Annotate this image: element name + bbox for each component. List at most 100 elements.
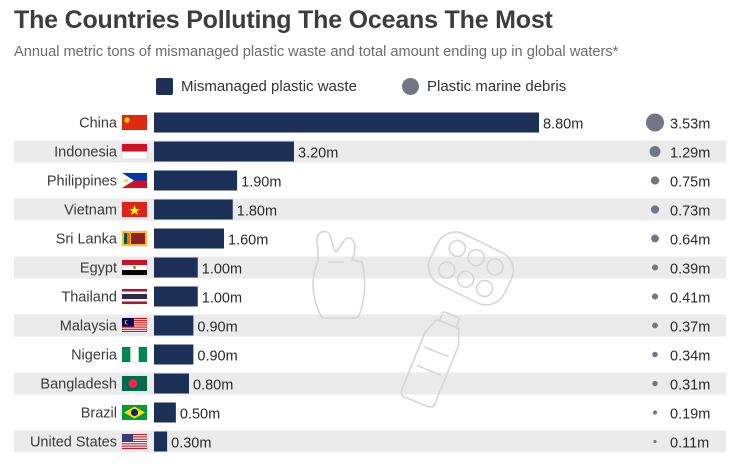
waste-value-label: 0.50m bbox=[180, 407, 220, 423]
chart-subtitle: Annual metric tons of mismanaged plastic… bbox=[14, 44, 619, 60]
six-pack-rings-icon bbox=[427, 231, 515, 306]
chart-row: United States 0.30m 0.11m bbox=[14, 430, 726, 453]
chart-row: Sri Lanka 1.60m 0.64m bbox=[56, 228, 710, 249]
legend: Mismanaged plastic waste Plastic marine … bbox=[0, 78, 740, 100]
waste-bar bbox=[154, 373, 189, 394]
philippines-flag-icon bbox=[121, 172, 148, 189]
vietnam-flag-icon bbox=[121, 201, 148, 218]
legend-label-dot: Plastic marine debris bbox=[427, 78, 567, 95]
debris-dot bbox=[652, 351, 658, 358]
malaysia-flag-icon bbox=[121, 317, 148, 334]
chart-rows: China 8.80m 3.53m Indonesia 3.20m 1.29m Philip… bbox=[14, 112, 726, 453]
waste-value-label: 1.00m bbox=[202, 291, 242, 307]
waste-value-label: 3.20m bbox=[298, 146, 338, 162]
country-label: China bbox=[79, 116, 118, 132]
country-label: Malaysia bbox=[60, 319, 118, 335]
usa-flag-icon bbox=[121, 433, 148, 450]
chart-title: The Countries Polluting The Oceans The M… bbox=[14, 6, 553, 34]
bangladesh-flag-icon bbox=[121, 375, 148, 392]
debris-value-label: 0.73m bbox=[670, 204, 710, 220]
row-shading bbox=[14, 198, 726, 221]
waste-bar bbox=[154, 431, 168, 452]
waste-value-label: 1.00m bbox=[202, 262, 242, 278]
plastic-bottle-icon bbox=[400, 311, 461, 408]
chart-row: Bangladesh 0.80m 0.31m bbox=[14, 372, 726, 395]
row-shading bbox=[14, 314, 726, 337]
country-label: United States bbox=[30, 435, 117, 451]
debris-value-label: 0.37m bbox=[670, 320, 710, 336]
debris-value-label: 0.64m bbox=[670, 233, 710, 249]
country-label: Nigeria bbox=[71, 348, 118, 364]
waste-bar bbox=[154, 228, 224, 249]
indonesia-flag-icon bbox=[121, 143, 148, 160]
waste-value-label: 1.80m bbox=[237, 204, 277, 220]
waste-bar bbox=[154, 315, 194, 336]
country-label: Sri Lanka bbox=[56, 232, 118, 248]
row-shading bbox=[14, 256, 726, 279]
egypt-flag-icon bbox=[121, 259, 148, 276]
debris-dot bbox=[653, 439, 657, 444]
waste-bar bbox=[154, 199, 233, 220]
chart-row: Thailand 1.00m 0.41m bbox=[61, 286, 710, 307]
chart-row: Nigeria 0.90m 0.34m bbox=[71, 344, 710, 365]
brazil-flag-icon bbox=[121, 404, 148, 421]
debris-value-label: 0.19m bbox=[670, 407, 710, 423]
debris-value-label: 0.31m bbox=[670, 378, 710, 394]
country-label: Indonesia bbox=[54, 145, 118, 161]
country-label: Egypt bbox=[80, 261, 117, 277]
waste-value-label: 0.80m bbox=[193, 378, 233, 394]
waste-value-label: 1.60m bbox=[228, 233, 268, 249]
debris-value-label: 0.75m bbox=[670, 175, 710, 191]
waste-value-label: 0.30m bbox=[171, 436, 211, 452]
waste-bar bbox=[154, 257, 198, 278]
row-shading bbox=[14, 430, 726, 453]
chart-row: Brazil 0.50m 0.19m bbox=[81, 402, 710, 423]
country-label: Thailand bbox=[61, 290, 117, 306]
debris-dot bbox=[651, 234, 659, 243]
waste-value-label: 1.90m bbox=[241, 175, 281, 191]
legend-item-bar: Mismanaged plastic waste bbox=[156, 78, 357, 95]
chart-row: Egypt 1.00m 0.39m bbox=[14, 256, 726, 279]
country-label: Bangladesh bbox=[40, 377, 117, 393]
debris-dot bbox=[649, 146, 661, 157]
legend-item-dot: Plastic marine debris bbox=[402, 78, 566, 95]
row-shading bbox=[14, 140, 726, 163]
waste-value-label: 0.90m bbox=[197, 349, 237, 365]
chart-row: Vietnam 1.80m 0.73m bbox=[14, 198, 726, 221]
legend-bar-swatch bbox=[156, 78, 173, 95]
debris-dot bbox=[652, 322, 658, 329]
chart-row: Indonesia 3.20m 1.29m bbox=[14, 140, 726, 163]
debris-value-label: 0.39m bbox=[670, 262, 710, 278]
debris-dot bbox=[652, 380, 658, 387]
plastic-bag-icon bbox=[312, 230, 366, 319]
debris-dot bbox=[650, 176, 660, 185]
row-shading bbox=[14, 372, 726, 395]
debris-dot bbox=[652, 410, 658, 415]
debris-dot bbox=[651, 293, 659, 300]
china-flag-icon bbox=[121, 114, 148, 131]
debris-value-label: 3.53m bbox=[670, 117, 710, 133]
country-label: Vietnam bbox=[64, 203, 117, 219]
waste-bar bbox=[154, 170, 238, 191]
debris-value-label: 0.41m bbox=[670, 291, 710, 307]
chart-row: Malaysia 0.90m 0.37m bbox=[14, 314, 726, 337]
debris-dot bbox=[646, 113, 664, 132]
chart-row: China 8.80m 3.53m bbox=[79, 112, 710, 133]
legend-dot-swatch bbox=[402, 78, 419, 95]
thailand-flag-icon bbox=[121, 288, 148, 305]
debris-value-label: 0.11m bbox=[670, 436, 709, 452]
waste-value-label: 0.90m bbox=[197, 320, 237, 336]
sri-lanka-flag-icon bbox=[121, 230, 148, 247]
waste-bar bbox=[154, 402, 176, 423]
debris-dot bbox=[650, 205, 660, 214]
waste-value-label: 8.80m bbox=[543, 117, 583, 133]
chart-row: Philippines 1.90m 0.75m bbox=[47, 170, 710, 191]
plastic-items-watermark bbox=[312, 230, 515, 408]
nigeria-flag-icon bbox=[121, 346, 148, 363]
country-label: Brazil bbox=[81, 406, 117, 422]
legend-label-bar: Mismanaged plastic waste bbox=[181, 78, 357, 95]
waste-bar bbox=[154, 286, 198, 307]
debris-dot bbox=[652, 264, 658, 271]
debris-value-label: 0.34m bbox=[670, 349, 710, 365]
